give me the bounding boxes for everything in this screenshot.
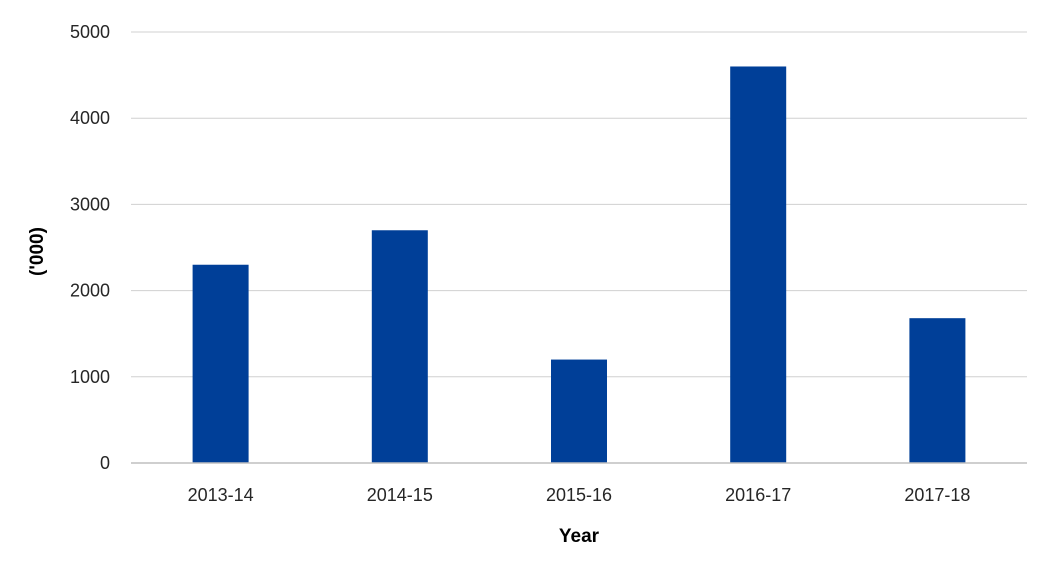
bar <box>909 318 966 463</box>
x-axis-title: Year <box>559 526 600 547</box>
bar <box>192 264 249 463</box>
y-tick-label: 2000 <box>70 281 110 301</box>
gridlines <box>131 31 1027 378</box>
bars <box>192 66 966 463</box>
y-axis-title: ('000) <box>27 227 48 276</box>
x-tick-label: 2017-18 <box>904 485 970 505</box>
tick-labels: 0 1000 2000 3000 4000 5000 2013-14 2014-15 2015-… <box>70 22 970 505</box>
y-tick-label: 1000 <box>70 367 110 387</box>
x-tick-label: 2015-16 <box>546 485 612 505</box>
x-tick-label: 2014-15 <box>367 485 433 505</box>
y-tick-label: 3000 <box>70 194 110 214</box>
x-tick-label: 2016-17 <box>725 485 791 505</box>
y-tick-label: 5000 <box>70 22 110 42</box>
y-tick-label: 4000 <box>70 108 110 128</box>
x-tick-label: 2013-14 <box>188 485 254 505</box>
y-tick-label: 0 <box>100 453 110 473</box>
bar <box>730 66 787 463</box>
bar <box>371 230 428 463</box>
bar <box>551 359 607 463</box>
